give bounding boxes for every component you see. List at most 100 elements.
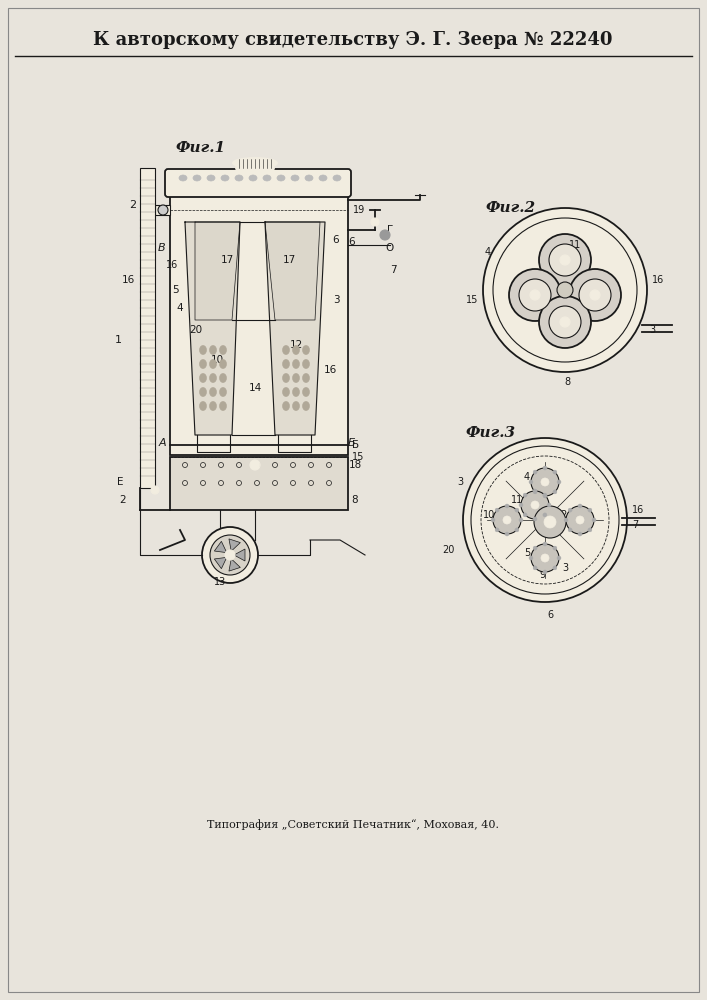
Circle shape [495,508,499,512]
Circle shape [483,208,647,372]
Text: 6: 6 [349,237,356,247]
Text: 16: 16 [166,260,178,270]
Circle shape [533,490,537,494]
Circle shape [557,480,561,484]
Circle shape [463,438,627,602]
Text: 2: 2 [119,495,127,505]
Circle shape [553,546,557,550]
Ellipse shape [219,345,226,355]
Text: 12: 12 [600,290,612,300]
Circle shape [588,508,592,512]
Circle shape [533,489,537,493]
Circle shape [566,506,594,534]
Polygon shape [214,557,227,569]
Circle shape [560,317,570,327]
Circle shape [588,528,592,532]
Bar [170,457,348,510]
Ellipse shape [283,373,289,383]
Ellipse shape [293,401,300,411]
Circle shape [503,516,511,524]
Circle shape [531,544,559,572]
Circle shape [543,493,547,497]
Circle shape [380,230,390,240]
Ellipse shape [236,161,274,175]
Text: 18: 18 [349,460,361,470]
Ellipse shape [303,345,310,355]
Ellipse shape [283,345,289,355]
Text: Типография „Советский Печатник“, Моховая, 40.: Типография „Советский Печатник“, Моховая… [207,820,499,830]
Circle shape [515,508,519,512]
Text: 10: 10 [518,290,530,300]
Bar [140,168,155,488]
Text: 11: 11 [511,495,523,505]
Text: 7: 7 [632,520,638,530]
Ellipse shape [277,175,285,181]
Text: 9: 9 [539,570,545,580]
Text: 2: 2 [129,200,136,210]
Circle shape [539,296,591,348]
Text: Г: Г [387,225,393,235]
Circle shape [543,513,547,517]
Ellipse shape [305,175,313,181]
Text: 16: 16 [652,275,665,285]
Circle shape [151,486,159,494]
Text: Б: Б [348,438,356,448]
Circle shape [553,470,557,474]
Circle shape [533,546,537,550]
Ellipse shape [199,359,206,369]
Circle shape [495,528,499,532]
Circle shape [519,518,523,522]
Text: 15: 15 [466,295,478,305]
Text: 7: 7 [390,265,397,275]
Ellipse shape [199,401,206,411]
Circle shape [553,490,557,494]
Text: 16: 16 [632,505,644,515]
Circle shape [543,494,547,498]
Circle shape [523,513,527,517]
Ellipse shape [199,373,206,383]
Text: 5: 5 [524,548,530,558]
Text: 14: 14 [248,383,262,393]
Circle shape [560,255,570,265]
Circle shape [578,532,582,536]
Circle shape [521,491,549,519]
Ellipse shape [293,373,300,383]
Text: A: A [158,438,166,448]
Text: 5: 5 [173,285,180,295]
Ellipse shape [283,387,289,397]
Circle shape [505,532,509,536]
Text: 11: 11 [559,246,571,256]
Circle shape [534,506,566,538]
Circle shape [543,570,547,574]
Polygon shape [265,222,320,320]
Ellipse shape [303,373,310,383]
Circle shape [576,516,584,524]
Circle shape [553,566,557,570]
Circle shape [505,504,509,508]
Polygon shape [214,541,227,553]
Ellipse shape [235,175,243,181]
Text: 11: 11 [569,240,581,250]
Circle shape [531,468,559,496]
Circle shape [569,269,621,321]
Ellipse shape [199,345,206,355]
Ellipse shape [283,359,289,369]
Text: 8: 8 [351,495,358,505]
Polygon shape [185,222,240,435]
Text: 20: 20 [443,545,455,555]
Text: 3: 3 [333,295,339,305]
Text: 3: 3 [562,563,568,573]
Ellipse shape [207,175,215,181]
Circle shape [225,550,235,560]
Text: 17: 17 [282,255,296,265]
Circle shape [493,506,521,534]
Circle shape [557,556,561,560]
Circle shape [531,501,539,509]
Text: 8: 8 [564,377,570,387]
Ellipse shape [293,359,300,369]
Polygon shape [234,549,245,561]
Circle shape [543,466,547,470]
Circle shape [539,234,591,286]
Ellipse shape [249,175,257,181]
Ellipse shape [179,175,187,181]
